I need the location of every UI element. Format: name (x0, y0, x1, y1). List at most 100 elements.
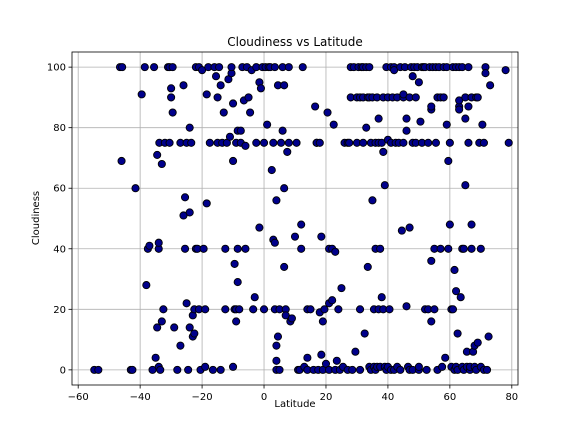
y-tick-label: 20 (53, 305, 66, 316)
y-axis-ticks: 0 20 40 60 80 100 (47, 63, 72, 376)
data-point (156, 365, 165, 374)
data-point (430, 305, 439, 314)
data-point (355, 365, 365, 374)
data-point (283, 147, 292, 156)
data-point (453, 329, 462, 338)
x-tick-label: −20 (192, 392, 213, 403)
x-tick-label: 80 (505, 392, 518, 403)
data-point (438, 362, 447, 371)
data-point (385, 305, 394, 314)
data-point (479, 138, 488, 147)
y-tick-label: 40 (53, 244, 66, 255)
data-point (376, 244, 385, 253)
data-point (170, 323, 179, 332)
data-point (216, 81, 225, 90)
y-axis-label: Cloudiness (31, 191, 42, 245)
data-point (270, 238, 279, 247)
data-point (225, 132, 235, 141)
data-point (273, 332, 283, 341)
data-point (215, 63, 224, 72)
data-point (269, 138, 278, 147)
data-point (467, 244, 476, 253)
data-point (359, 138, 368, 147)
data-point (501, 66, 510, 75)
data-point (180, 244, 190, 253)
data-point (329, 120, 338, 129)
data-point (128, 365, 137, 374)
data-point (328, 296, 337, 305)
data-point (482, 365, 492, 374)
data-point (241, 141, 250, 150)
y-tick-label: 0 (60, 365, 66, 376)
data-point (255, 223, 264, 232)
data-point (118, 63, 127, 72)
data-point (504, 138, 513, 147)
scatter-points (90, 63, 513, 374)
data-point (464, 102, 473, 111)
data-point (444, 244, 453, 253)
data-point (201, 305, 210, 314)
data-point (235, 305, 244, 314)
data-point (229, 99, 238, 108)
data-point (439, 93, 448, 102)
data-point (151, 353, 160, 362)
data-point (427, 102, 436, 111)
plot-frame (71, 51, 519, 386)
data-point (267, 166, 276, 175)
data-point (280, 184, 289, 193)
data-point (252, 138, 261, 147)
y-tick-label: 80 (53, 123, 66, 134)
data-point (221, 244, 230, 253)
data-point (399, 138, 408, 147)
data-point (332, 356, 341, 365)
data-point (445, 220, 454, 229)
data-point (416, 117, 425, 126)
data-point (473, 93, 482, 102)
data-point (272, 341, 281, 350)
x-axis-label: Latitude (274, 399, 315, 410)
data-point (402, 126, 411, 135)
data-point (298, 63, 307, 72)
data-point (277, 138, 286, 147)
data-point (157, 317, 166, 326)
data-point (476, 244, 485, 253)
data-point (306, 305, 315, 314)
x-tick-label: 60 (443, 392, 456, 403)
data-point (323, 108, 332, 117)
data-point (427, 317, 436, 326)
data-point (459, 244, 468, 253)
data-point (168, 63, 177, 72)
data-point (213, 93, 222, 102)
data-point (131, 184, 140, 193)
data-point (187, 138, 196, 147)
x-tick-label: 40 (382, 392, 395, 403)
data-point (380, 181, 389, 190)
data-point (263, 120, 272, 129)
data-point (414, 78, 423, 87)
data-point (408, 72, 417, 81)
data-point (396, 365, 405, 374)
data-point (450, 265, 459, 275)
data-point (168, 108, 177, 117)
data-point (179, 81, 188, 90)
data-point (250, 293, 259, 302)
data-point (334, 305, 343, 314)
data-point (173, 365, 182, 374)
data-point (405, 223, 414, 232)
data-point (414, 362, 423, 371)
data-point (205, 138, 214, 147)
data-point (280, 81, 289, 90)
data-point (157, 159, 166, 169)
data-point (184, 365, 193, 374)
data-point (337, 284, 346, 293)
data-point (259, 305, 269, 314)
x-tick-label: 0 (261, 392, 267, 403)
data-point (411, 93, 420, 102)
chart-title: Cloudiness vs Latitude (227, 35, 362, 49)
y-tick-label: 60 (53, 184, 66, 195)
data-point (154, 238, 163, 247)
data-point (287, 314, 296, 323)
data-point (259, 138, 269, 147)
data-point (167, 84, 176, 93)
data-point (159, 305, 168, 314)
